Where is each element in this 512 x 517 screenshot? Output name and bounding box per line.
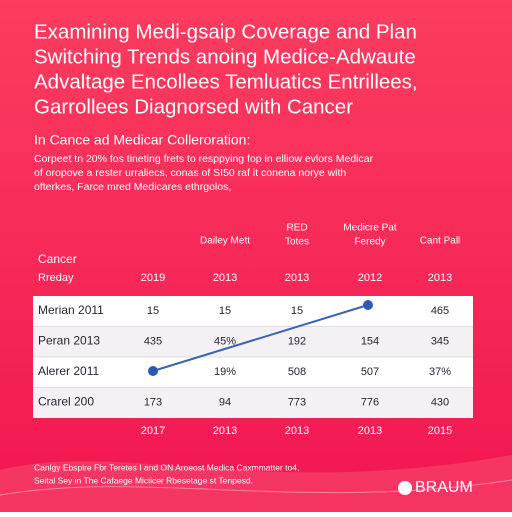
cell: 435	[144, 335, 162, 347]
cell: 15	[219, 305, 231, 317]
cell: 776	[361, 396, 379, 408]
brand-icon	[398, 481, 412, 495]
paragraph-line: ofterkes, Farce mred Medicares ethrgolos…	[34, 181, 231, 193]
year: 2015	[428, 425, 452, 437]
brand: BRAUM	[415, 479, 473, 496]
trend-dot	[148, 366, 158, 376]
cell: 430	[431, 396, 449, 408]
cell: 465	[431, 305, 449, 317]
cell: 345	[431, 335, 449, 347]
year: 2013	[213, 425, 237, 437]
year: 2013	[213, 272, 237, 284]
column-header: Dailey Mett	[200, 236, 250, 247]
cell: 507	[361, 366, 379, 378]
row-stripe	[33, 387, 473, 418]
title-line: Advaltage Encollees Temluatics Entrillee…	[34, 70, 418, 93]
group-label: Cancer	[38, 252, 77, 266]
cell: 15	[147, 305, 159, 317]
cell: 173	[144, 396, 162, 408]
year: 2013	[428, 272, 452, 284]
year: 2013	[285, 272, 309, 284]
column-header: Totes	[285, 237, 309, 248]
footnote: Canlgy Ebspire Fbr Teretes I and ON Aroe…	[34, 462, 299, 472]
row-label: Alerer 2011	[38, 364, 99, 378]
title-line: Garrollees Diagnorsed with Cancer	[34, 95, 353, 118]
title-line: Examining Medi-gsaip Coverage and Plan	[34, 20, 417, 43]
year: 2012	[358, 272, 382, 284]
paragraph-line: Corpeet tn 20% fos tineting frets to res…	[34, 153, 374, 165]
column-header: RED	[286, 223, 307, 234]
cell: 508	[288, 366, 306, 378]
cell: 192	[288, 335, 306, 347]
wave-line	[0, 479, 512, 496]
column-header: Medicre Pat	[343, 223, 397, 234]
year: 2017	[141, 425, 165, 437]
row-label: Crarel 200	[38, 395, 94, 409]
row-stripe	[33, 326, 473, 357]
footnote: Seital Sey in The Cafaege Miciicer Rbese…	[34, 475, 253, 485]
paragraph-line: of oropove a rester urraliecs, conas of …	[34, 167, 346, 179]
cell: 19%	[214, 366, 236, 378]
row-label: Peran 2013	[38, 334, 100, 348]
trend-line	[152, 304, 369, 372]
row-label: Merian 2011	[38, 303, 104, 317]
year: 2013	[285, 425, 309, 437]
cell: 154	[361, 335, 379, 347]
year: 2013	[358, 425, 382, 437]
cell: 37%	[429, 366, 451, 378]
column-header: Feredy	[354, 237, 385, 248]
title-line: Switching Trends anoing Medice-Adwaute	[34, 45, 416, 68]
subtitle: In Cance ad Medicar Colleroration:	[34, 132, 250, 148]
trend-dot	[363, 300, 373, 310]
cell: 45%	[214, 335, 236, 347]
year: 2019	[141, 272, 165, 284]
column-header: Cant Pall	[420, 236, 461, 247]
row-label: Rreday	[38, 272, 74, 284]
cell: 15	[291, 305, 303, 317]
cell: 94	[219, 396, 231, 408]
cell: 773	[288, 396, 306, 408]
wave	[0, 455, 512, 512]
